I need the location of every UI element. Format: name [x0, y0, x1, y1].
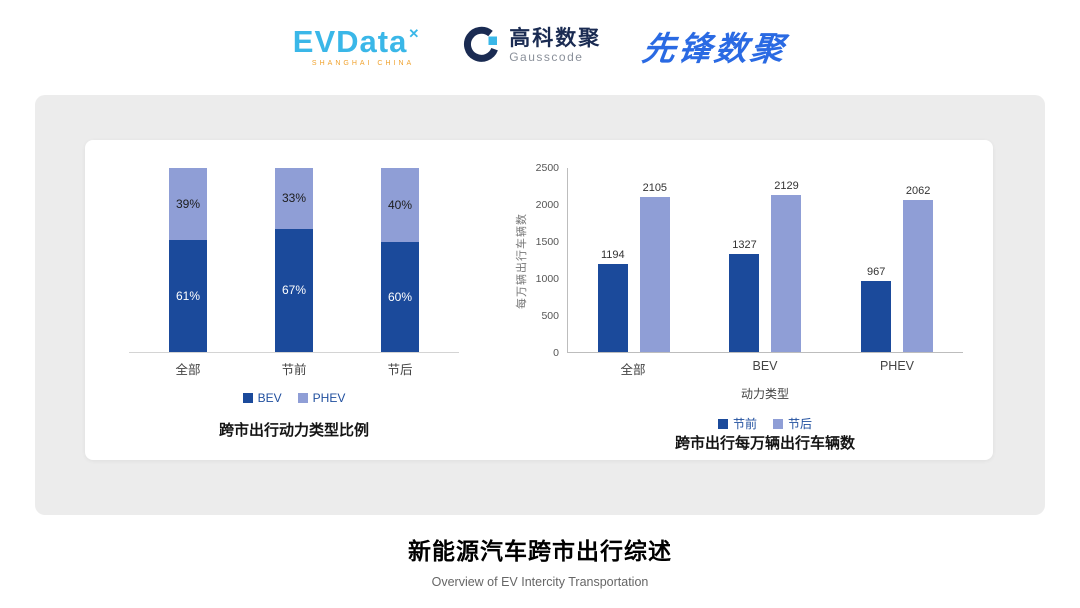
legend-label: 节后 — [788, 417, 813, 431]
category-label: 节前 — [281, 363, 307, 377]
y-axis-label-wrap: 每万辆出行车辆数 — [511, 168, 531, 353]
y-axis-ticks: 0 500 1000 1500 2000 2500 — [531, 162, 567, 359]
legend-swatch — [717, 418, 728, 429]
ring-g-icon — [462, 25, 500, 68]
bar-value-label: 1327 — [732, 239, 757, 252]
x-star-icon: ✕ — [408, 25, 421, 41]
legend-item: 节前 — [717, 415, 757, 432]
stacked-bar: 33% 67% — [275, 168, 313, 352]
evdata-wordmark: EVData✕ — [293, 26, 420, 57]
logo-header: EVData✕ SHANGHAI CHINA 高科数聚 Gausscode 先锋… — [0, 22, 1080, 70]
legend-item: PHEV — [297, 391, 346, 405]
legend-swatch — [297, 393, 308, 403]
bar — [729, 254, 760, 352]
category-label: 节后 — [387, 363, 413, 377]
gausscode-en: Gausscode — [509, 50, 584, 65]
plot-area-wrap: 每万辆出行车辆数 0 500 1000 1500 2000 2500 1194 2105 1327… — [511, 162, 963, 359]
legend-item: 节后 — [773, 415, 812, 432]
category-label: 全部 — [175, 363, 201, 377]
gausscode-logo: 高科数聚 Gausscode — [462, 25, 601, 68]
y-tick-label: 2500 — [535, 162, 559, 174]
chart-legend: 节前 节后 — [567, 415, 963, 432]
bar-value-label: 2129 — [774, 180, 799, 193]
bar-group: 1327 2129 — [729, 168, 802, 352]
bar-unit: 2105 — [639, 168, 670, 352]
page-title: 新能源汽车跨市出行综述 — [408, 538, 672, 564]
gausscode-cn: 高科数聚 — [509, 27, 602, 51]
legend-item: BEV — [242, 391, 282, 405]
y-axis-label: 每万辆出行车辆数 — [516, 212, 528, 309]
evdata-name: EVData — [292, 23, 408, 59]
content-panel: 39% 61% 33% 67% 40% 60% 全部 节前 节后 BEV PHEV 跨市出行动力类型比… — [35, 95, 1045, 515]
phev-segment: 39% — [169, 168, 207, 240]
grouped-plot: 1194 2105 1327 2129 967 2062 — [567, 168, 963, 353]
bar-group: 967 2062 — [861, 168, 934, 352]
category-label: PHEV — [879, 359, 915, 373]
bev-value-label: 61% — [175, 288, 201, 303]
legend-label: BEV — [257, 391, 282, 405]
category-label: 全部 — [620, 363, 646, 377]
bar-value-label: 2105 — [642, 182, 668, 195]
bar-unit: 2129 — [771, 168, 802, 352]
legend-swatch — [242, 393, 253, 403]
phev-value-label: 33% — [281, 191, 307, 206]
x-axis-label: 动力类型 — [740, 387, 789, 401]
legend-swatch — [773, 418, 783, 429]
evdata-logo: EVData✕ SHANGHAI CHINA — [293, 26, 420, 67]
phev-value-label: 40% — [387, 197, 413, 212]
bar — [903, 200, 934, 352]
chart-legend: BEV PHEV — [129, 391, 459, 405]
category-label: BEV — [752, 359, 778, 373]
bar — [597, 264, 628, 352]
phev-value-label: 39% — [175, 196, 201, 211]
bev-segment: 61% — [169, 239, 207, 352]
phev-segment: 33% — [275, 168, 313, 229]
bev-segment: 67% — [275, 228, 313, 352]
legend-label: 节前 — [732, 417, 757, 431]
page-footer: 新能源汽车跨市出行综述 Overview of EV Intercity Tra… — [0, 532, 1080, 589]
bev-value-label: 60% — [387, 289, 413, 304]
y-tick-label: 0 — [553, 347, 559, 359]
bar-value-label: 967 — [866, 265, 886, 278]
gausscode-text: 高科数聚 Gausscode — [509, 27, 601, 65]
bar-value-label: 1194 — [601, 249, 625, 262]
pioneer-logo: 先锋数聚 — [640, 30, 790, 67]
bar — [639, 197, 670, 352]
y-tick-label: 500 — [541, 310, 559, 322]
y-tick-label: 1500 — [535, 236, 559, 248]
y-tick-label: 2000 — [535, 199, 559, 211]
stacked-plot: 39% 61% 33% 67% 40% 60% — [129, 168, 459, 353]
bar-group: 1194 2105 — [597, 168, 670, 352]
evdata-subtext: SHANGHAI CHINA — [311, 59, 415, 67]
stacked-bar: 40% 60% — [381, 168, 419, 352]
category-labels: 全部 BEV PHEV — [567, 359, 963, 378]
bar — [861, 280, 892, 352]
chart-title: 跨市出行动力类型比例 — [218, 422, 369, 439]
bar — [771, 195, 802, 352]
bar-unit: 1194 — [597, 168, 628, 352]
bev-value-label: 67% — [281, 283, 307, 298]
bar-unit: 967 — [861, 168, 892, 352]
stacked-chart: 39% 61% 33% 67% 40% 60% 全部 节前 节后 BEV PHEV 跨市出行动力类型比… — [129, 168, 459, 442]
bar-unit: 1327 — [729, 168, 760, 352]
page-subtitle: Overview of EV Intercity Transportation — [431, 575, 649, 589]
y-tick-label: 1000 — [535, 273, 559, 285]
chart-title: 跨市出行每万辆出行车辆数 — [674, 435, 855, 452]
stacked-bar: 39% 61% — [169, 168, 207, 352]
bev-segment: 60% — [381, 241, 419, 352]
category-labels: 全部 节前 节后 — [129, 359, 459, 378]
grouped-chart: 每万辆出行车辆数 0 500 1000 1500 2000 2500 1194 2105 1327… — [511, 162, 963, 452]
bar-unit: 2062 — [903, 168, 934, 352]
phev-segment: 40% — [381, 168, 419, 242]
bar-value-label: 2062 — [905, 185, 931, 198]
charts-card: 39% 61% 33% 67% 40% 60% 全部 节前 节后 BEV PHEV 跨市出行动力类型比… — [85, 140, 993, 460]
legend-label: PHEV — [312, 391, 346, 405]
